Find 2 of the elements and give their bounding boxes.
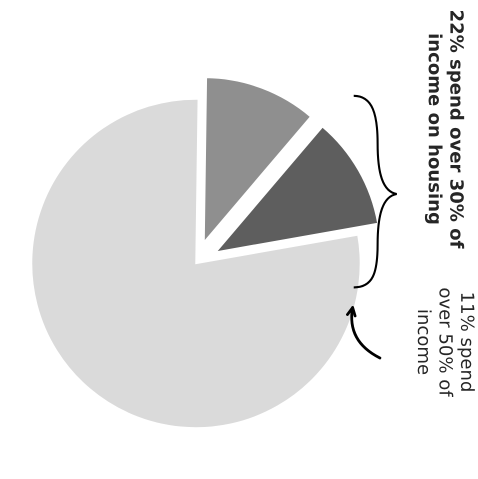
text: 11% spend over 50% of income [418,288,475,398]
text: 22% spend over 30% of income on housing [424,11,464,249]
